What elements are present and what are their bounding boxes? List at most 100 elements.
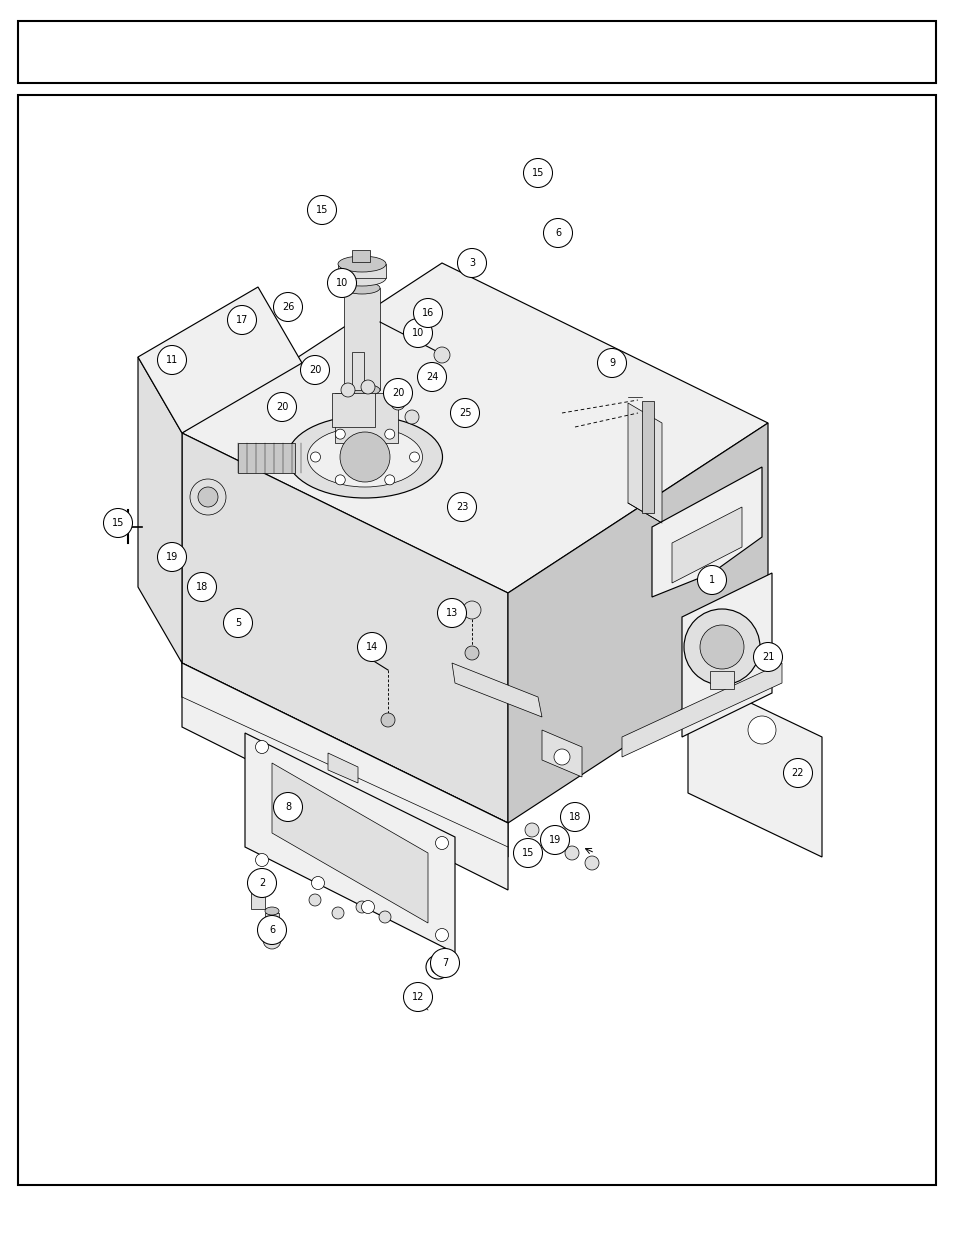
Circle shape bbox=[360, 380, 375, 394]
Circle shape bbox=[255, 741, 268, 753]
Circle shape bbox=[300, 356, 329, 384]
Circle shape bbox=[267, 393, 296, 421]
Circle shape bbox=[457, 248, 486, 278]
Circle shape bbox=[540, 825, 569, 855]
Text: 15: 15 bbox=[531, 168, 543, 178]
Polygon shape bbox=[651, 467, 761, 597]
Polygon shape bbox=[687, 673, 821, 857]
Circle shape bbox=[310, 452, 320, 462]
Circle shape bbox=[274, 293, 302, 321]
Bar bbox=[344, 288, 379, 390]
Text: 7: 7 bbox=[441, 958, 448, 968]
Circle shape bbox=[190, 479, 226, 515]
Bar bbox=[709, 671, 733, 689]
Circle shape bbox=[103, 509, 132, 537]
Ellipse shape bbox=[265, 906, 278, 915]
Circle shape bbox=[413, 299, 442, 327]
Polygon shape bbox=[138, 357, 182, 663]
Circle shape bbox=[597, 348, 626, 378]
Circle shape bbox=[697, 566, 726, 594]
Text: 11: 11 bbox=[166, 354, 178, 366]
Circle shape bbox=[263, 931, 281, 948]
Circle shape bbox=[409, 452, 419, 462]
Circle shape bbox=[409, 984, 427, 1002]
Polygon shape bbox=[541, 730, 581, 777]
Text: 14: 14 bbox=[366, 642, 377, 652]
Text: 22: 22 bbox=[791, 768, 803, 778]
Circle shape bbox=[355, 902, 368, 913]
Circle shape bbox=[327, 268, 356, 298]
Circle shape bbox=[524, 823, 538, 837]
Text: 18: 18 bbox=[568, 811, 580, 823]
Text: 6: 6 bbox=[555, 228, 560, 238]
Circle shape bbox=[307, 195, 336, 225]
Circle shape bbox=[255, 853, 268, 867]
Circle shape bbox=[380, 713, 395, 727]
Circle shape bbox=[357, 632, 386, 662]
Text: 15: 15 bbox=[315, 205, 328, 215]
Bar bbox=[352, 249, 370, 262]
Ellipse shape bbox=[287, 416, 442, 498]
Circle shape bbox=[564, 846, 578, 860]
Circle shape bbox=[523, 158, 552, 188]
Circle shape bbox=[462, 601, 480, 619]
Text: 26: 26 bbox=[281, 303, 294, 312]
Text: 5: 5 bbox=[234, 618, 241, 629]
Text: 13: 13 bbox=[445, 608, 457, 618]
Circle shape bbox=[447, 493, 476, 521]
Circle shape bbox=[417, 363, 446, 391]
Polygon shape bbox=[138, 287, 302, 433]
Circle shape bbox=[554, 748, 569, 764]
Polygon shape bbox=[328, 753, 357, 783]
Polygon shape bbox=[272, 763, 428, 923]
Polygon shape bbox=[452, 663, 541, 718]
Circle shape bbox=[700, 625, 743, 669]
Text: 15: 15 bbox=[521, 848, 534, 858]
Circle shape bbox=[435, 929, 448, 941]
Circle shape bbox=[426, 955, 450, 979]
Ellipse shape bbox=[337, 270, 386, 287]
Circle shape bbox=[188, 573, 216, 601]
Text: 10: 10 bbox=[335, 278, 348, 288]
Circle shape bbox=[431, 960, 444, 974]
Ellipse shape bbox=[344, 384, 379, 396]
Circle shape bbox=[378, 911, 391, 923]
Text: 18: 18 bbox=[195, 582, 208, 592]
Circle shape bbox=[384, 429, 395, 440]
Circle shape bbox=[391, 396, 405, 410]
Polygon shape bbox=[182, 263, 767, 593]
Circle shape bbox=[683, 609, 760, 685]
Text: 25: 25 bbox=[458, 408, 471, 417]
Text: 1: 1 bbox=[708, 576, 715, 585]
Text: 12: 12 bbox=[412, 992, 424, 1002]
Text: 24: 24 bbox=[425, 372, 437, 382]
Circle shape bbox=[157, 346, 186, 374]
Circle shape bbox=[335, 429, 345, 440]
Circle shape bbox=[403, 983, 432, 1011]
Bar bbox=[337, 264, 386, 278]
Circle shape bbox=[513, 839, 542, 867]
Bar bbox=[265, 913, 278, 935]
Circle shape bbox=[560, 803, 589, 831]
Polygon shape bbox=[237, 443, 294, 473]
Circle shape bbox=[430, 948, 459, 977]
Text: 10: 10 bbox=[412, 329, 424, 338]
Polygon shape bbox=[507, 424, 767, 823]
Circle shape bbox=[274, 793, 302, 821]
Text: 2: 2 bbox=[258, 878, 265, 888]
Circle shape bbox=[384, 475, 395, 485]
Text: 20: 20 bbox=[275, 403, 288, 412]
Bar bbox=[251, 887, 265, 909]
Polygon shape bbox=[335, 393, 397, 443]
Polygon shape bbox=[621, 663, 781, 757]
Ellipse shape bbox=[337, 256, 386, 272]
Circle shape bbox=[747, 716, 775, 743]
Polygon shape bbox=[671, 508, 741, 583]
Bar bbox=[18, 95, 935, 1186]
Text: 17: 17 bbox=[235, 315, 248, 325]
Circle shape bbox=[551, 830, 564, 844]
Circle shape bbox=[753, 642, 781, 672]
Text: 19: 19 bbox=[548, 835, 560, 845]
Ellipse shape bbox=[251, 881, 265, 889]
Circle shape bbox=[464, 646, 478, 659]
